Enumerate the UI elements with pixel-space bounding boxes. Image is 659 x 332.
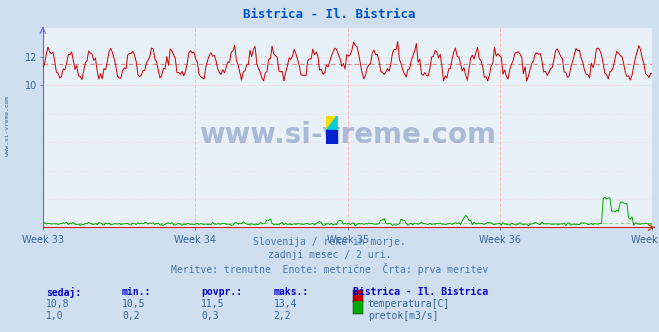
Text: Bistrica - Il. Bistrica: Bistrica - Il. Bistrica [353, 287, 488, 297]
Text: pretok[m3/s]: pretok[m3/s] [368, 311, 438, 321]
Text: Meritve: trenutne  Enote: metrične  Črta: prva meritev: Meritve: trenutne Enote: metrične Črta: … [171, 263, 488, 275]
Text: 0,3: 0,3 [201, 311, 219, 321]
Text: sedaj:: sedaj: [46, 287, 81, 298]
Text: temperatura[C]: temperatura[C] [368, 299, 450, 309]
Text: Slovenija / reke in morje.: Slovenija / reke in morje. [253, 237, 406, 247]
Text: 0,2: 0,2 [122, 311, 140, 321]
Text: 10,8: 10,8 [46, 299, 70, 309]
Text: 2,2: 2,2 [273, 311, 291, 321]
Text: Bistrica - Il. Bistrica: Bistrica - Il. Bistrica [243, 8, 416, 21]
Text: maks.:: maks.: [273, 287, 308, 297]
Text: 13,4: 13,4 [273, 299, 297, 309]
Polygon shape [326, 130, 337, 144]
Text: 10,5: 10,5 [122, 299, 146, 309]
Text: 1,0: 1,0 [46, 311, 64, 321]
Text: www.si-vreme.com: www.si-vreme.com [5, 96, 11, 156]
Text: min.:: min.: [122, 287, 152, 297]
Text: zadnji mesec / 2 uri.: zadnji mesec / 2 uri. [268, 250, 391, 260]
Text: povpr.:: povpr.: [201, 287, 242, 297]
Polygon shape [326, 116, 337, 130]
Text: www.si-vreme.com: www.si-vreme.com [199, 121, 496, 149]
Text: 11,5: 11,5 [201, 299, 225, 309]
Polygon shape [326, 116, 337, 130]
